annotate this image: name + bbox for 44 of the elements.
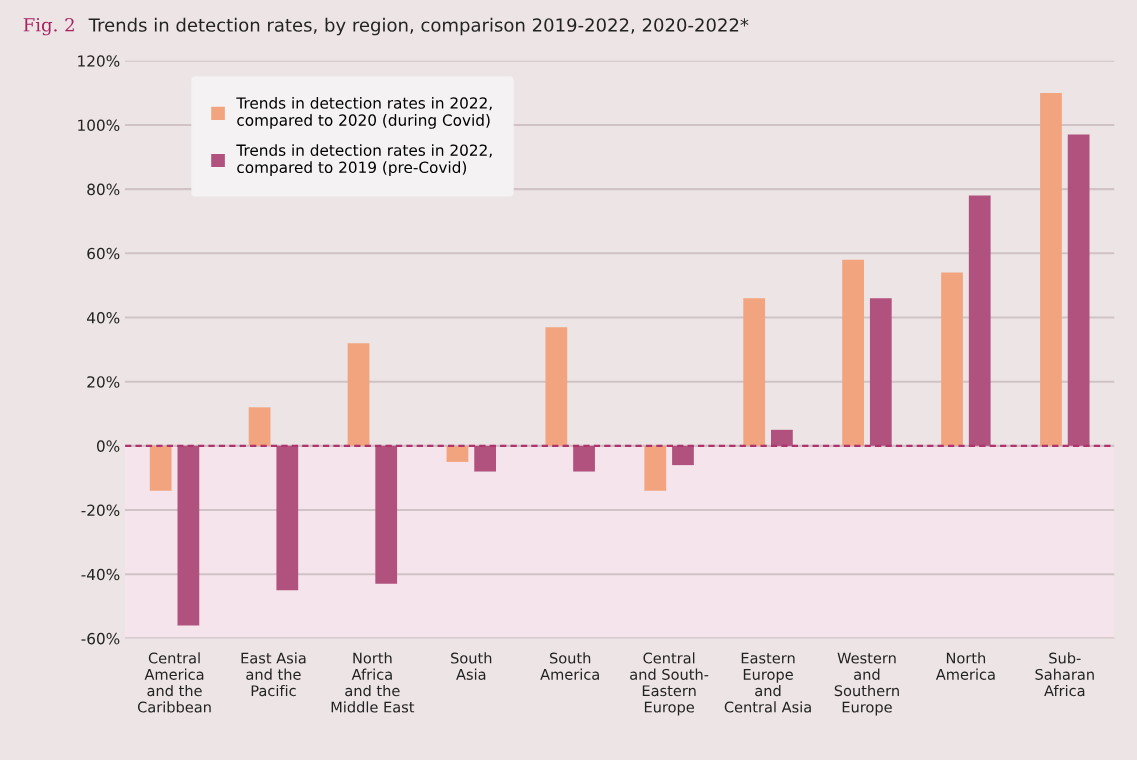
x-tick-label: Central America and the Caribbean	[137, 652, 211, 713]
x-tick-label: East Asia and the Pacific	[241, 652, 306, 697]
bar	[644, 445, 667, 491]
chart-title: Fig. 2	[23, 17, 74, 36]
y-tick-label: -60%	[81, 632, 120, 645]
bar	[347, 343, 370, 446]
x-tick-label: North Africa and the Middle East	[331, 652, 415, 713]
bar	[1040, 92, 1062, 446]
bar	[573, 445, 595, 472]
bar	[941, 272, 963, 446]
legend-label: Trends in detection rates in 2022, compared to 2020 (during Covid)	[236, 96, 492, 129]
y-tick-label: 0%	[96, 440, 120, 452]
bar	[1067, 134, 1090, 446]
y-tick-label: 20%	[87, 376, 120, 388]
bar	[771, 429, 793, 446]
bar	[375, 445, 398, 584]
y-tick-label: 100%	[78, 119, 120, 131]
bar	[842, 259, 864, 446]
chart-subtitle: Trends in detection rates, by region, comparison 2019-2022, 2020-2022*	[88, 17, 749, 36]
bar	[869, 298, 892, 446]
x-tick-label: Central and South- Eastern Europe	[630, 652, 709, 716]
bar	[743, 298, 766, 446]
bar	[149, 445, 172, 491]
bar	[968, 195, 991, 446]
bar	[276, 445, 299, 591]
y-tick-label: 80%	[87, 183, 120, 196]
y-tick-label: 40%	[87, 311, 120, 324]
x-tick-label: South America	[540, 652, 599, 680]
bar	[446, 445, 469, 462]
x-tick-label: South Asia	[451, 652, 492, 680]
bar	[545, 327, 568, 446]
bar	[474, 445, 497, 472]
y-tick-label: -40%	[81, 568, 120, 581]
bar	[672, 445, 694, 466]
y-tick-label: -20%	[81, 504, 120, 517]
bar	[248, 407, 271, 446]
y-tick-label: 120%	[78, 55, 120, 67]
x-tick-label: Eastern Europe and Central Asia	[724, 652, 811, 713]
y-tick-label: 60%	[87, 247, 120, 260]
legend-label: Trends in detection rates in 2022, compared to 2019 (pre-Covid)	[236, 144, 492, 177]
bar	[177, 445, 200, 626]
x-tick-label: Sub- Saharan Africa	[1035, 652, 1094, 697]
x-tick-label: North America	[935, 652, 995, 680]
x-tick-label: Western and Southern Europe	[834, 652, 899, 716]
